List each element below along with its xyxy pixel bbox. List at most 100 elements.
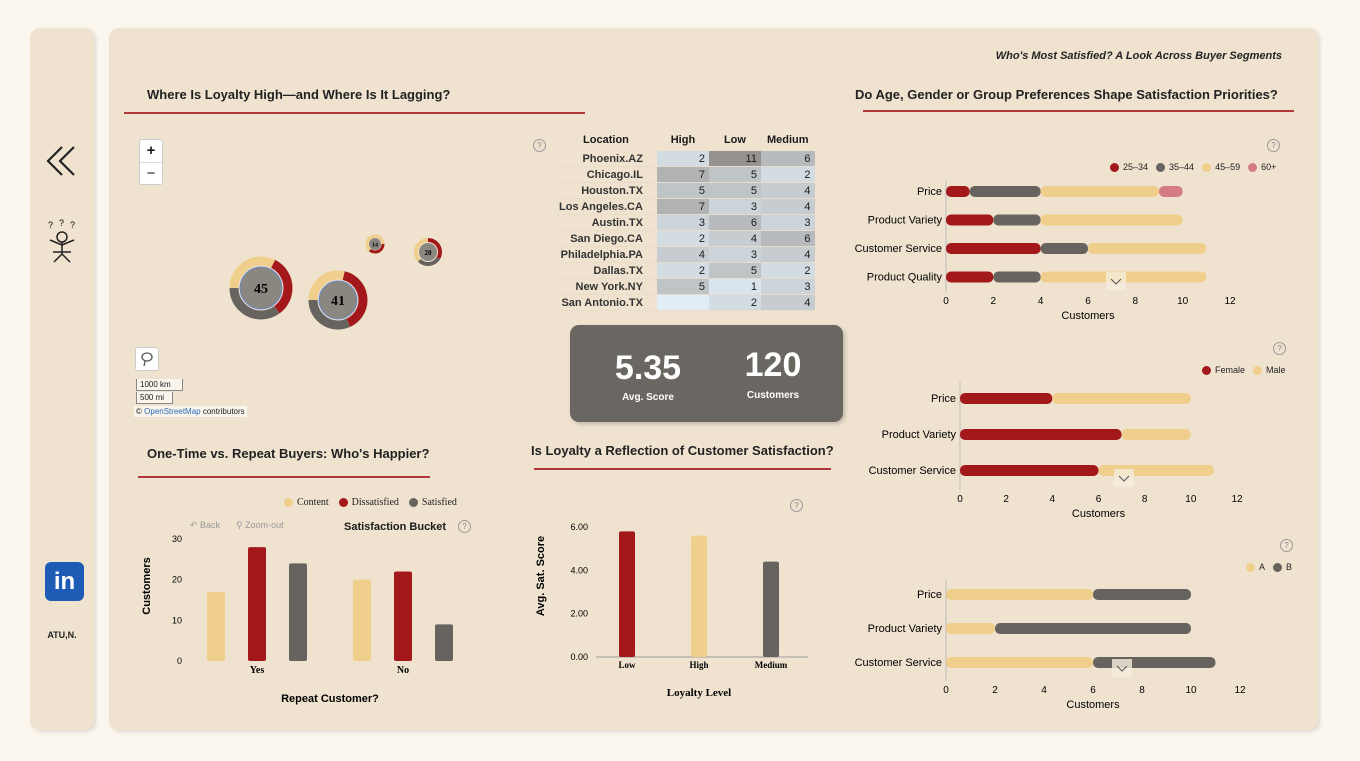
legend-item[interactable]: A bbox=[1246, 562, 1265, 572]
bar-segment[interactable] bbox=[1093, 589, 1191, 600]
group-help-icon[interactable]: ? bbox=[1280, 539, 1293, 552]
header-medium[interactable]: Medium bbox=[766, 134, 809, 146]
bar-low[interactable] bbox=[619, 531, 635, 657]
zoom-in-button[interactable]: + bbox=[140, 140, 162, 163]
legend-item[interactable]: 25–34 bbox=[1110, 162, 1148, 172]
table-row[interactable]: Chicago.IL 7 5 2 bbox=[555, 166, 815, 183]
category-label: Product Quality bbox=[867, 272, 943, 284]
bar-content-no[interactable] bbox=[353, 579, 371, 661]
bar-segment[interactable] bbox=[946, 214, 994, 226]
bar-satisfied-yes[interactable] bbox=[289, 563, 307, 661]
zoom-out-button[interactable]: ⚲ Zoom-out bbox=[236, 520, 284, 530]
legend-item[interactable]: Dissatisfied bbox=[338, 497, 399, 508]
bar-segment[interactable] bbox=[993, 214, 1041, 226]
x-tick-label: 6 bbox=[1096, 494, 1102, 505]
header-high[interactable]: High bbox=[670, 134, 696, 146]
bar-segment[interactable] bbox=[1040, 243, 1088, 254]
bar-content-yes[interactable] bbox=[207, 591, 225, 661]
table-header: Location High Low Medium bbox=[555, 129, 815, 151]
table-row[interactable]: Houston.TX 5 5 4 bbox=[555, 182, 815, 199]
header-low[interactable]: Low bbox=[723, 134, 746, 146]
header-location[interactable]: Location bbox=[583, 134, 629, 146]
x-tick-label: 10 bbox=[1185, 685, 1197, 696]
linkedin-icon[interactable]: in bbox=[45, 562, 84, 601]
bar-segment[interactable] bbox=[1121, 429, 1191, 440]
bar-segment[interactable] bbox=[960, 465, 1099, 476]
x-tick-label: 4 bbox=[1050, 494, 1056, 505]
repeat-help-icon[interactable]: ? bbox=[458, 520, 471, 533]
bar-segment[interactable] bbox=[946, 243, 1041, 254]
bar-segment[interactable] bbox=[946, 271, 994, 283]
bar-segment[interactable] bbox=[946, 186, 970, 197]
legend-item[interactable]: 45–59 bbox=[1202, 162, 1240, 172]
legend-swatch bbox=[1246, 562, 1255, 572]
age-help-icon[interactable]: ? bbox=[1267, 139, 1280, 152]
bubble-41[interactable]: 41 bbox=[308, 270, 368, 330]
legend-item[interactable]: 35–44 bbox=[1156, 162, 1194, 172]
bubble-20[interactable]: 20 bbox=[414, 238, 442, 266]
bar-segment[interactable] bbox=[993, 271, 1041, 283]
bar-segment[interactable] bbox=[1088, 243, 1207, 254]
legend-item[interactable]: Male bbox=[1253, 365, 1286, 375]
table-row[interactable]: Philadelphia.PA 4 3 4 bbox=[555, 246, 815, 263]
bar-high[interactable] bbox=[691, 535, 707, 657]
bar-medium[interactable] bbox=[763, 561, 779, 657]
table-row[interactable]: San Diego.CA 2 4 6 bbox=[555, 230, 815, 247]
back-button[interactable]: ↶ Back bbox=[190, 520, 221, 530]
value-cell-low: 2 bbox=[708, 294, 761, 311]
chevron-down-icon[interactable] bbox=[1106, 272, 1126, 290]
table-row[interactable]: San Antonio.TX 2 4 bbox=[555, 294, 815, 311]
prefs-title: Do Age, Gender or Group Preferences Shap… bbox=[855, 87, 1278, 102]
chevron-down-icon[interactable] bbox=[1112, 659, 1132, 677]
bar-dissatisfied-yes[interactable] bbox=[248, 547, 266, 661]
bar-segment[interactable] bbox=[1040, 214, 1183, 226]
bar-segment[interactable] bbox=[960, 393, 1053, 404]
bar-segment[interactable] bbox=[995, 623, 1191, 634]
back-icon[interactable] bbox=[44, 144, 80, 178]
legend-item[interactable]: Female bbox=[1202, 365, 1245, 375]
table-row[interactable]: Phoenix.AZ 2 11 6 bbox=[555, 151, 815, 167]
prefs-title-rule bbox=[863, 110, 1294, 112]
bar-segment[interactable] bbox=[946, 589, 1093, 600]
table-row[interactable]: Dallas.TX 2 5 2 bbox=[555, 262, 815, 279]
legend-swatch bbox=[1202, 365, 1211, 375]
x-tick-label: Low bbox=[618, 660, 636, 670]
bar-segment[interactable] bbox=[946, 623, 995, 634]
confused-person-icon: ? ? ? bbox=[42, 218, 82, 264]
bar-segment[interactable] bbox=[1040, 186, 1159, 197]
legend-item[interactable]: Content bbox=[284, 497, 329, 508]
value-cell-medium: 6 bbox=[760, 151, 815, 167]
bubble-45[interactable]: 45 bbox=[229, 256, 293, 320]
location-cell: Los Angeles.CA bbox=[555, 198, 657, 215]
table-help-icon[interactable]: ? bbox=[533, 139, 546, 152]
x-tick-label: 0 bbox=[943, 685, 949, 696]
x-tick-label: 10 bbox=[1185, 494, 1197, 505]
bar-segment[interactable] bbox=[1052, 393, 1191, 404]
legend-item[interactable]: 60+ bbox=[1248, 162, 1276, 172]
value-cell-medium: 6 bbox=[760, 230, 815, 247]
chevron-down-icon[interactable] bbox=[1114, 469, 1134, 487]
bubble-14[interactable]: 14 bbox=[365, 234, 385, 254]
table-row[interactable]: Los Angeles.CA 7 3 4 bbox=[555, 198, 815, 215]
gender-help-icon[interactable]: ? bbox=[1273, 342, 1286, 355]
x-tick-label: Yes bbox=[250, 665, 265, 676]
zoom-out-button[interactable]: − bbox=[146, 165, 156, 182]
osm-link[interactable]: OpenStreetMap bbox=[144, 407, 201, 416]
category-label: Price bbox=[917, 186, 942, 198]
bar-segment[interactable] bbox=[960, 429, 1122, 440]
value-cell-medium: 4 bbox=[760, 294, 815, 311]
legend-item[interactable]: B bbox=[1273, 562, 1292, 572]
table-row[interactable]: New York.NY 5 1 3 bbox=[555, 278, 815, 295]
bar-segment[interactable] bbox=[1159, 186, 1183, 197]
legend-item[interactable]: Satisfied bbox=[408, 497, 457, 508]
loyalty-help-icon[interactable]: ? bbox=[790, 499, 803, 512]
bar-segment[interactable] bbox=[1093, 657, 1216, 668]
bar-segment[interactable] bbox=[946, 657, 1093, 668]
bar-segment[interactable] bbox=[969, 186, 1041, 197]
bar-dissatisfied-no[interactable] bbox=[394, 571, 412, 661]
bar-satisfied-no[interactable] bbox=[435, 624, 453, 661]
lasso-icon[interactable] bbox=[135, 347, 159, 371]
table-row[interactable]: Austin.TX 3 6 3 bbox=[555, 214, 815, 231]
legend-swatch bbox=[408, 498, 418, 507]
